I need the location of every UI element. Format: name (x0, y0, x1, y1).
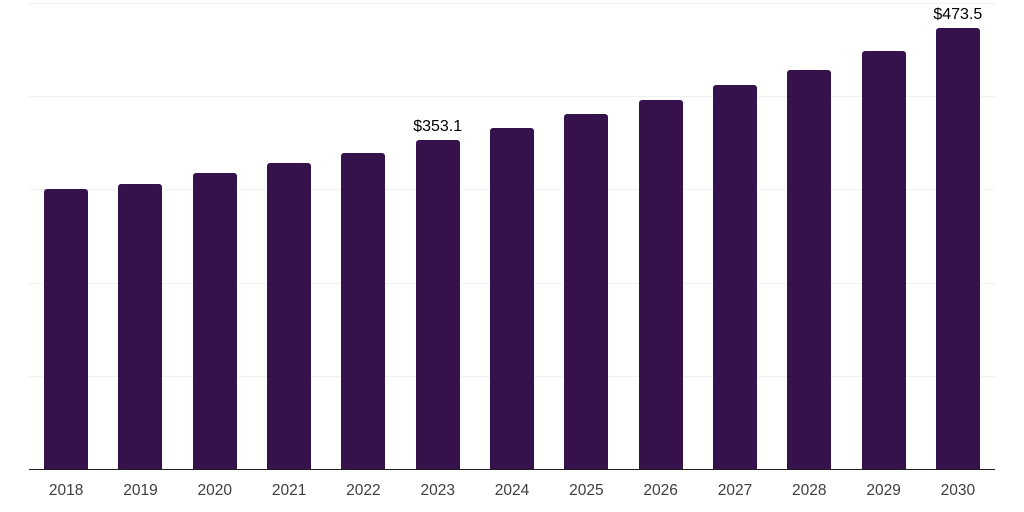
bar-2026 (638, 100, 683, 469)
data-label-2023: $353.1 (413, 117, 463, 135)
x-tick-label-2018: 2018 (48, 482, 84, 499)
bar-2025 (564, 114, 609, 469)
x-tick-label-2024: 2024 (494, 482, 530, 499)
x-tick-label-2020: 2020 (197, 482, 233, 499)
x-tick-label-2029: 2029 (866, 482, 901, 499)
x-tick-label-2022: 2022 (346, 482, 381, 499)
bar-2023 (415, 139, 460, 469)
bar-2027 (712, 85, 757, 469)
bar-2029 (861, 51, 906, 469)
gridline-500 (29, 3, 995, 4)
gridline-400 (29, 96, 995, 98)
bar-2019 (118, 184, 163, 469)
bar-2022 (341, 152, 386, 469)
bar-2024 (490, 127, 534, 469)
x-axis-labels: 2018 2019 2020 2021 2022 2023 2024 2025 2026 2027… (29, 482, 995, 500)
x-tick-label-2019: 2019 (123, 482, 158, 499)
x-tick-label-2025: 2025 (569, 482, 604, 499)
data-label-2030: $473.5 (933, 5, 983, 23)
x-tick-label-2021: 2021 (271, 482, 307, 499)
x-tick-label-2027: 2027 (717, 482, 753, 499)
x-tick-label-2028: 2028 (792, 482, 827, 499)
bar-2028 (787, 69, 832, 469)
bar-2020 (192, 172, 237, 469)
x-tick-label-2030: 2030 (940, 482, 976, 499)
bar-2021 (267, 162, 312, 469)
x-tick-label-2026: 2026 (643, 482, 678, 499)
bar-2018 (44, 188, 89, 469)
plot-area: $353.1 $473.5 (29, 3, 995, 470)
bar-2030 (935, 27, 980, 469)
x-tick-label-2023: 2023 (420, 482, 455, 499)
